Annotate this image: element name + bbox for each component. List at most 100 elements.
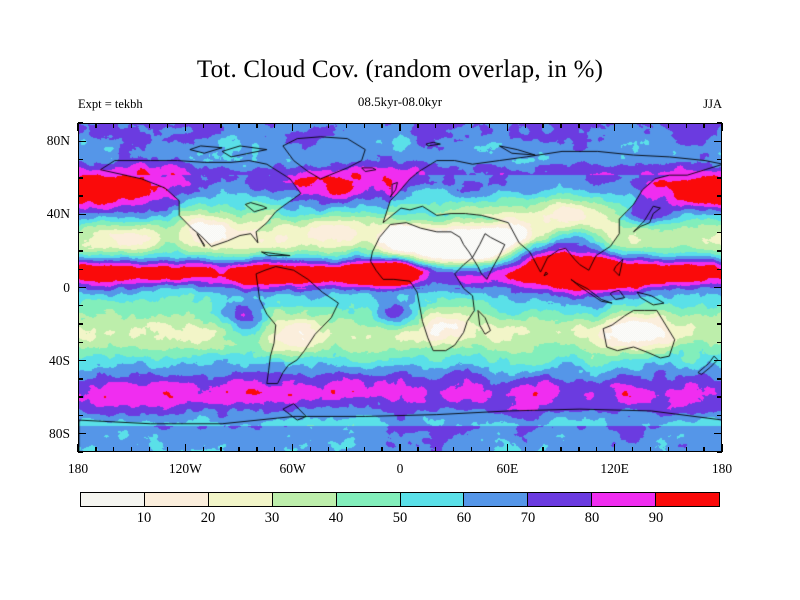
x-axis-tick [130, 447, 133, 452]
x-axis-tick [667, 123, 670, 128]
y-axis-tick [717, 323, 722, 325]
colorbar-tick-label: 40 [328, 510, 344, 526]
x-axis-tick [113, 123, 115, 128]
figure-title: Tot. Cloud Cov. (random overlap, in %) [196, 56, 604, 83]
colorbar-tick-label: 90 [648, 510, 664, 526]
x-axis-tick [113, 447, 115, 452]
x-axis-tick [166, 123, 169, 128]
colorbar-swatch [272, 493, 337, 506]
y-axis-tick [78, 177, 83, 179]
y-axis-tick [78, 268, 83, 270]
y-axis-tick [717, 341, 722, 344]
x-axis-tick [238, 447, 240, 452]
y-axis-tick [78, 359, 86, 362]
x-axis-tick [435, 123, 437, 128]
x-axis-label: 180 [711, 461, 733, 476]
x-axis-tick [506, 123, 509, 131]
y-axis-tick [78, 323, 83, 325]
x-axis-tick [703, 123, 705, 128]
x-axis-tick [256, 123, 258, 128]
x-axis-tick [524, 447, 526, 452]
y-axis-tick [78, 158, 83, 161]
x-axis-tick [578, 447, 580, 452]
map-plot-area [78, 123, 722, 452]
colorbar-swatch [400, 493, 465, 506]
x-axis-tick [363, 447, 365, 452]
y-axis-tick [714, 140, 722, 142]
x-axis-tick [685, 447, 687, 452]
x-axis-tick [238, 123, 240, 128]
x-axis-tick [184, 444, 187, 452]
x-axis-tick [399, 444, 401, 452]
x-axis-tick [542, 447, 544, 452]
y-axis-tick [78, 451, 83, 453]
colorbar-tick-label: 10 [136, 510, 152, 526]
y-axis-label: 40S [48, 352, 70, 368]
coastline-overlay [79, 124, 721, 451]
y-axis-tick [78, 231, 83, 234]
x-axis-tick [166, 447, 169, 452]
x-axis-tick [202, 447, 204, 452]
y-axis-tick [714, 433, 722, 435]
y-axis-tick [78, 286, 86, 289]
x-axis-tick [77, 444, 79, 452]
y-axis-tick [717, 231, 722, 234]
x-axis-tick [381, 447, 383, 452]
x-axis-label: 180 [67, 461, 89, 476]
experiment-label: Expt = tekbh [78, 97, 143, 111]
x-axis-tick [613, 444, 616, 452]
colorbar-tick-label: 20 [200, 510, 216, 526]
y-axis-tick [717, 414, 722, 417]
x-axis-tick [327, 447, 330, 452]
y-axis-tick [78, 378, 83, 380]
x-axis-tick [399, 123, 401, 131]
colorbar-swatch [208, 493, 273, 506]
y-axis-tick [78, 305, 83, 307]
x-axis-tick [703, 447, 705, 452]
x-axis-tick [596, 447, 598, 452]
season-label: JJA [703, 97, 722, 111]
colorbar-swatch [464, 493, 529, 506]
colorbar-swatch [592, 493, 657, 506]
y-axis-label: 80N [46, 133, 70, 149]
x-axis-tick [256, 447, 258, 452]
x-axis-label: 60W [279, 461, 306, 476]
x-axis-tick [184, 123, 187, 131]
x-axis-label: 0 [396, 461, 404, 476]
x-axis-label: 120E [600, 461, 629, 476]
x-axis-tick [613, 123, 616, 131]
colorbar-tick-label: 50 [392, 510, 408, 526]
x-axis-tick [452, 123, 455, 128]
colorbar-tick-label: 80 [584, 510, 600, 526]
x-axis-tick [631, 123, 634, 128]
colorbar-swatch [336, 493, 401, 506]
x-axis-tick [381, 123, 383, 128]
y-axis-tick [78, 414, 83, 417]
y-axis-tick [78, 396, 83, 398]
x-axis-tick [667, 447, 670, 452]
x-axis-tick [435, 447, 437, 452]
x-axis-tick [417, 447, 419, 452]
x-axis-tick [327, 123, 330, 128]
x-axis-tick [578, 123, 580, 128]
colorbar-tick-label: 30 [264, 510, 280, 526]
y-axis-tick [717, 195, 722, 197]
x-axis-label: 120W [168, 461, 202, 476]
x-axis-tick [631, 447, 634, 452]
y-axis-tick [717, 378, 722, 380]
x-axis-tick [363, 123, 365, 128]
y-axis-tick [78, 140, 86, 142]
y-axis-tick [717, 250, 722, 252]
x-axis-tick [95, 447, 97, 452]
x-axis-tick [721, 123, 723, 131]
x-axis-tick [309, 447, 312, 452]
x-axis-tick [506, 444, 509, 452]
x-axis-tick [274, 123, 276, 128]
x-axis-tick [291, 444, 294, 452]
y-axis-tick [717, 268, 722, 270]
x-axis-tick [649, 447, 652, 452]
x-axis-tick [291, 123, 294, 131]
y-axis-tick [717, 158, 722, 161]
x-axis-tick [542, 123, 544, 128]
x-axis-tick [488, 447, 491, 452]
